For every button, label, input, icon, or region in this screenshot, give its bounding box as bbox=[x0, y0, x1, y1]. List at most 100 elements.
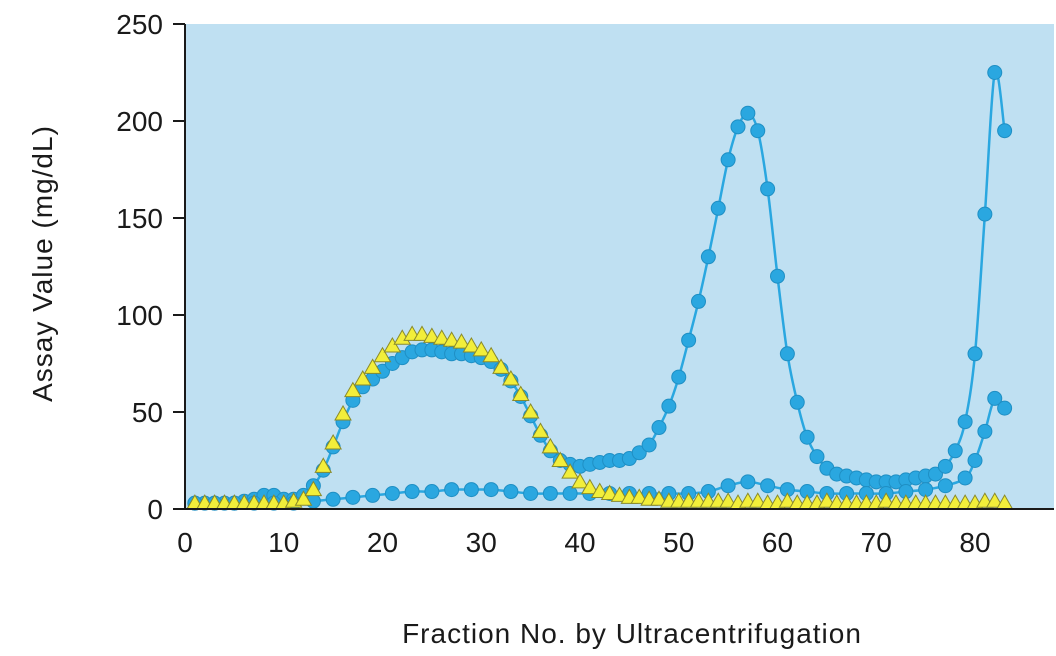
y-tick-label: 50 bbox=[132, 397, 163, 428]
series-2-point bbox=[324, 434, 342, 450]
series-0-point bbox=[671, 369, 687, 385]
series-2-point bbox=[344, 381, 362, 398]
series-2-point bbox=[353, 370, 372, 386]
x-tick-label: 0 bbox=[177, 527, 193, 558]
series-0-point bbox=[799, 429, 815, 445]
series-2-point bbox=[719, 492, 737, 508]
series-2-point bbox=[521, 402, 540, 419]
series-2-point bbox=[571, 472, 589, 489]
series-1-point bbox=[444, 482, 460, 498]
series-2-point bbox=[748, 492, 767, 508]
series-2-point bbox=[432, 329, 451, 345]
series-0-point bbox=[681, 332, 697, 348]
series-2-point bbox=[590, 482, 609, 499]
series-0-point bbox=[641, 437, 657, 453]
series-1-point bbox=[483, 482, 499, 498]
series-2-point bbox=[511, 385, 530, 402]
series-0-point bbox=[760, 181, 776, 197]
series-2-point bbox=[383, 337, 402, 353]
y-tick-label: 100 bbox=[116, 300, 163, 331]
x-axis-title: Fraction No. by Ultracentrifugation bbox=[402, 618, 862, 649]
series-1-point bbox=[720, 478, 736, 494]
series-2-point bbox=[482, 346, 500, 363]
x-tick-label: 40 bbox=[564, 527, 595, 558]
series-0-point bbox=[720, 152, 736, 168]
series-2-point bbox=[472, 340, 491, 357]
x-tick-label: 10 bbox=[268, 527, 299, 558]
series-2-point bbox=[778, 492, 797, 508]
series-0-point bbox=[977, 206, 993, 222]
series-0-point bbox=[967, 346, 983, 362]
series-2-point bbox=[541, 437, 560, 454]
series-1-point bbox=[365, 487, 381, 503]
series-1-point bbox=[325, 491, 341, 507]
series-2-point bbox=[610, 486, 629, 502]
plot-area bbox=[185, 24, 1054, 509]
series-2-point bbox=[423, 327, 441, 343]
series-0-point bbox=[631, 445, 647, 461]
series-1-point bbox=[967, 453, 983, 468]
series-1-point bbox=[937, 478, 953, 494]
series-markers bbox=[186, 65, 1014, 511]
series-0-point bbox=[957, 414, 973, 430]
series-2-point bbox=[294, 490, 313, 506]
series-1-point bbox=[957, 470, 973, 486]
series-0-point bbox=[809, 449, 825, 465]
series-2-point bbox=[452, 333, 471, 349]
x-tick-label: 70 bbox=[861, 527, 892, 558]
y-tick-label: 250 bbox=[116, 9, 163, 40]
series-2-point bbox=[334, 404, 352, 421]
y-tick-label: 200 bbox=[116, 106, 163, 137]
series-2-point bbox=[363, 358, 382, 374]
series-0-point bbox=[770, 268, 785, 284]
series-1-point bbox=[562, 485, 578, 501]
x-tick-label: 60 bbox=[762, 527, 793, 558]
series-1-point bbox=[424, 484, 440, 500]
series-2-point bbox=[561, 463, 579, 479]
series-1-point bbox=[987, 390, 1003, 406]
series-2-point bbox=[581, 478, 599, 495]
series-0-point bbox=[779, 346, 795, 362]
series-1-point bbox=[997, 400, 1013, 416]
series-1-point bbox=[503, 484, 519, 500]
series-2-point bbox=[492, 358, 510, 374]
x-tick-label: 50 bbox=[663, 527, 694, 558]
x-tick-label: 30 bbox=[466, 527, 497, 558]
series-0-point bbox=[937, 458, 953, 474]
series-0-point bbox=[730, 119, 746, 135]
series-0-point bbox=[661, 398, 677, 414]
series-2-point bbox=[304, 480, 323, 497]
series-2-point bbox=[818, 492, 836, 508]
series-2-point bbox=[373, 346, 392, 363]
series-2-point bbox=[502, 370, 520, 386]
series-1-point bbox=[740, 474, 756, 490]
series-1-point bbox=[404, 484, 420, 500]
series-2-point bbox=[462, 337, 481, 353]
series-1-point bbox=[542, 485, 558, 501]
series-0-point bbox=[691, 293, 706, 309]
series-2-point bbox=[413, 325, 431, 341]
series-2-point bbox=[442, 331, 461, 347]
y-tick-label: 150 bbox=[116, 203, 163, 234]
series-1-point bbox=[977, 423, 993, 439]
series-0-point bbox=[700, 249, 716, 265]
y-axis-title: Assay Value (mg/dL) bbox=[27, 125, 58, 402]
series-0-point bbox=[710, 200, 726, 216]
series-2-point bbox=[877, 492, 895, 508]
axes: 0 50 100 150 200 250 0 10 20 30 40 50 60 70 80 bbox=[116, 9, 1054, 558]
series-0-point bbox=[740, 105, 756, 121]
series-2-point bbox=[551, 451, 570, 467]
series-1-point bbox=[523, 485, 539, 501]
series-2-point bbox=[314, 457, 333, 473]
series-0-point bbox=[997, 123, 1013, 139]
series-0-point bbox=[947, 443, 963, 459]
series-2-point bbox=[600, 484, 619, 500]
series-2-point bbox=[985, 492, 1004, 508]
y-tick-label: 0 bbox=[147, 494, 163, 525]
series-2-point bbox=[630, 488, 649, 504]
series-0-point bbox=[987, 65, 1003, 80]
series-0-point bbox=[651, 420, 667, 436]
x-tick-label: 80 bbox=[959, 527, 990, 558]
series-0-point bbox=[750, 123, 766, 139]
series-2-point bbox=[650, 490, 668, 506]
